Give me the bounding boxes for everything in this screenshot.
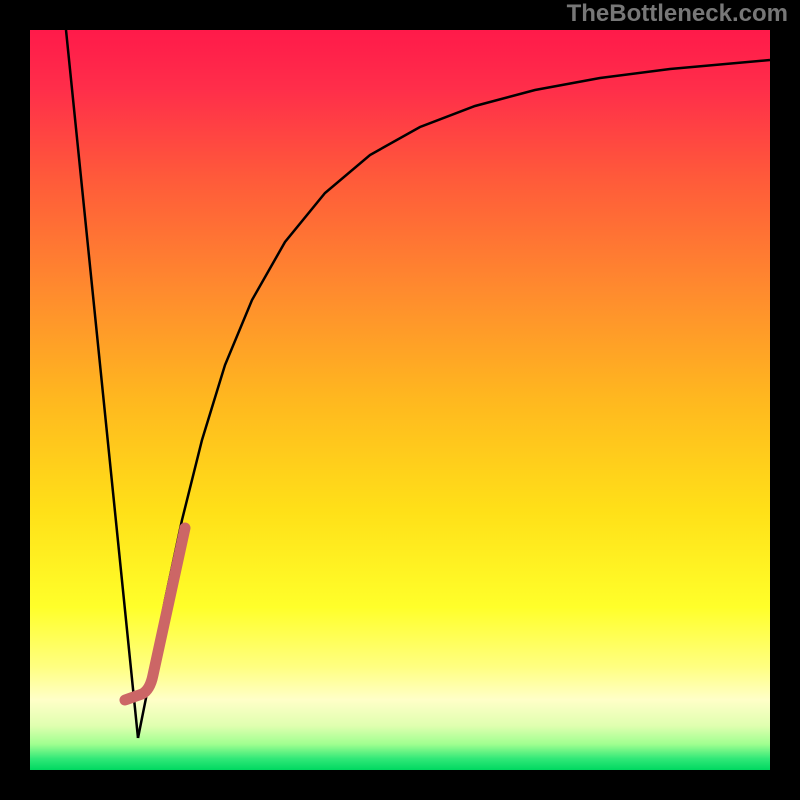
bottleneck-chart [30,30,770,770]
chart-background [30,30,770,770]
watermark-text: TheBottleneck.com [567,0,788,28]
chart-plot-area [30,30,770,770]
